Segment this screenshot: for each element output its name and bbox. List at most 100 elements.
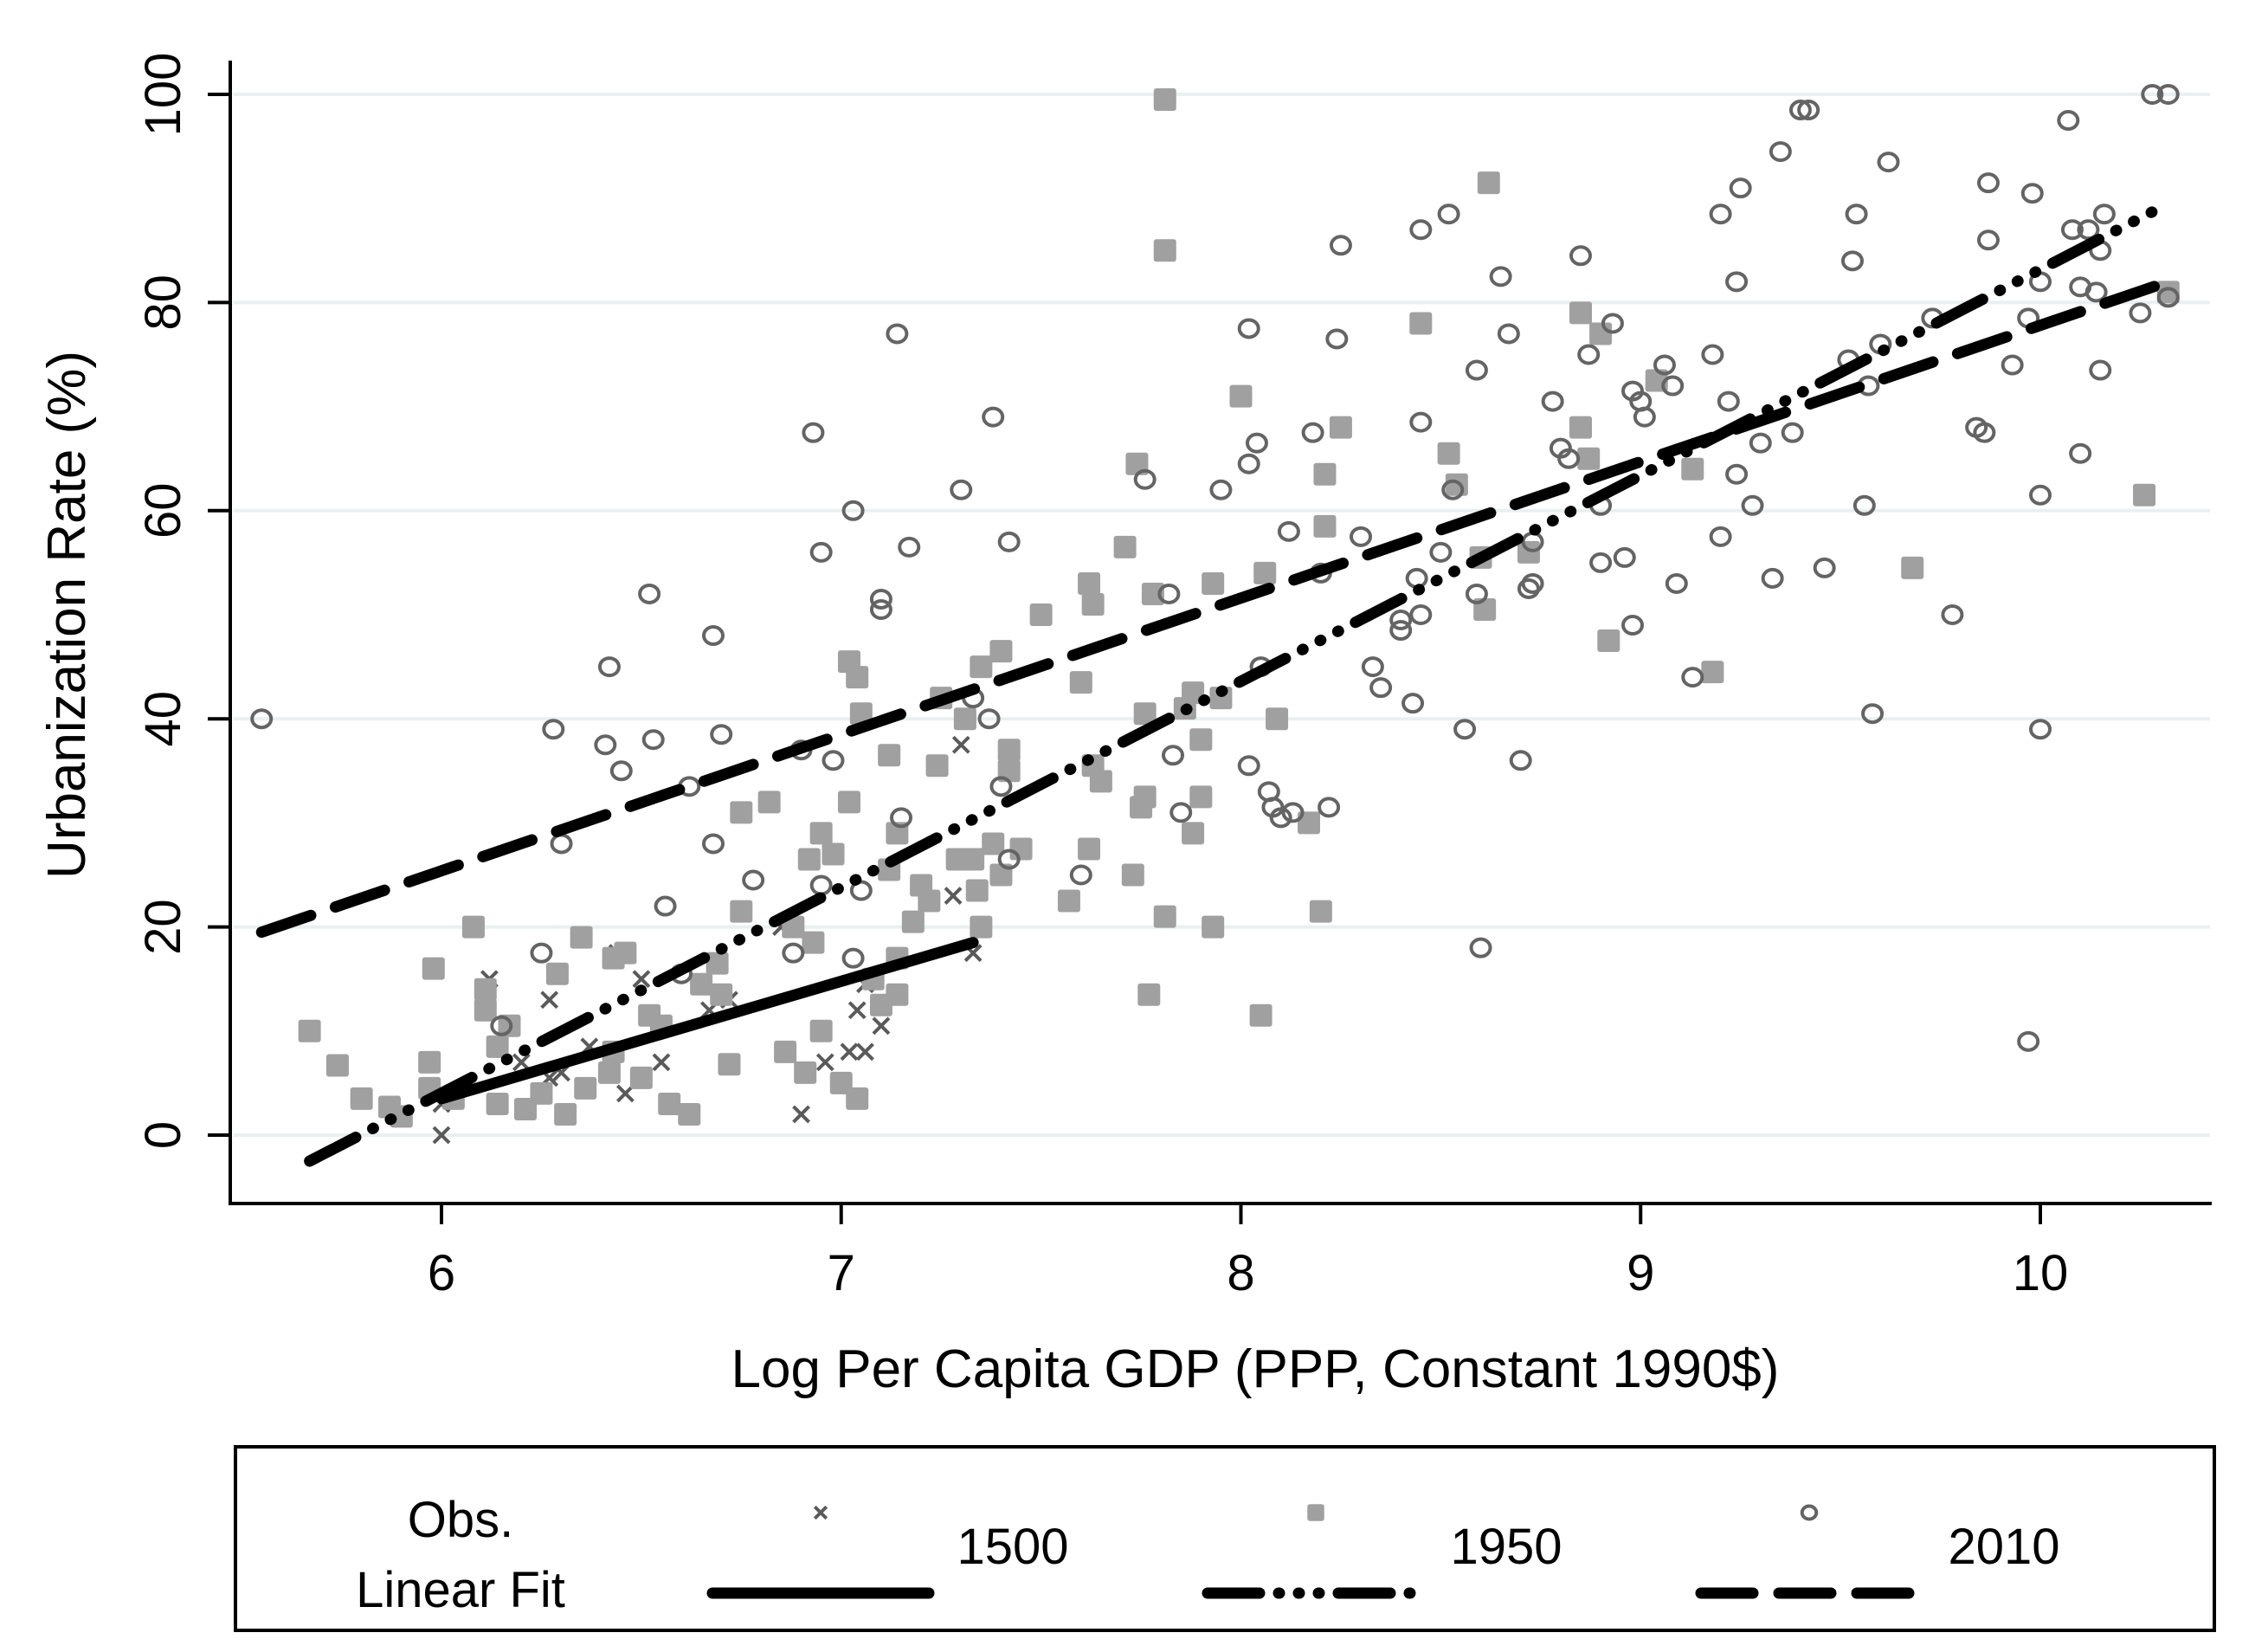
y-tick-label-100: 100: [135, 53, 191, 137]
point-2010-138: [2069, 442, 2092, 464]
x-tick-label-8: 8: [1227, 1245, 1254, 1301]
point-2010-16: [742, 869, 765, 891]
point-2010-123: [1941, 604, 1964, 625]
point-2010-104: [1725, 271, 1749, 293]
point-1950-112: [1437, 442, 1460, 465]
point-2010-86: [1577, 344, 1601, 365]
point-2010-71: [1441, 479, 1465, 500]
point-1500-8-stroke-b: [652, 1053, 671, 1072]
point-1950-87: [1133, 702, 1157, 726]
point-1950-5: [418, 1050, 441, 1074]
point-1950-24: [614, 941, 637, 965]
legend-box: [234, 1445, 2216, 1632]
point-2010-6: [597, 656, 621, 678]
point-1950-46: [837, 791, 860, 814]
point-1950-124: [1681, 457, 1704, 481]
point-1950-9: [461, 915, 485, 939]
point-1950-61: [925, 754, 949, 778]
point-2010-141: [2089, 359, 2112, 381]
point-1950-70: [989, 640, 1013, 663]
point-2010-72: [1453, 719, 1477, 740]
point-1950-54: [878, 744, 901, 767]
point-1500-21: [951, 735, 970, 754]
point-2010-102: [1717, 390, 1740, 412]
point-1950-109: [1313, 514, 1337, 538]
y-tick-label-60: 60: [135, 483, 191, 539]
point-2010-69: [1429, 541, 1453, 563]
point-1950-117: [1517, 540, 1540, 564]
point-1950-127: [2133, 483, 2156, 507]
point-2010-64: [1401, 693, 1425, 714]
point-2010-57: [1325, 328, 1349, 350]
point-1950-69: [982, 832, 1005, 855]
point-2010-26: [869, 588, 892, 610]
point-2010-19: [802, 422, 825, 443]
point-2010-140: [2084, 281, 2108, 303]
point-2010-40: [1157, 583, 1181, 604]
point-2010-0: [250, 708, 274, 730]
point-2010-67: [1409, 219, 1433, 241]
point-1950-30: [690, 972, 713, 996]
point-1950-64: [953, 707, 976, 731]
point-1950-108: [1313, 462, 1337, 486]
point-1950-77: [1069, 671, 1092, 694]
point-1500-18: [872, 1016, 891, 1036]
point-2010-103: [1725, 463, 1749, 485]
legend-marker-1500: [813, 1505, 828, 1520]
point-2010-146: [2156, 84, 2180, 105]
point-2010-47: [1245, 432, 1268, 454]
point-2010-106: [1741, 494, 1764, 516]
point-2010-98: [1681, 667, 1704, 688]
point-1950-32: [710, 983, 733, 1006]
point-1950-65: [962, 848, 985, 871]
point-1950-98: [1189, 728, 1213, 752]
legend-label-2010: 2010: [1948, 1519, 2059, 1575]
point-2010-2: [530, 942, 553, 964]
point-2010-133: [2029, 484, 2052, 506]
point-1950-57: [886, 983, 909, 1006]
point-2010-35: [989, 776, 1013, 797]
point-2010-17: [782, 942, 805, 964]
point-1950-0: [298, 1019, 321, 1042]
point-2010-75: [1469, 937, 1492, 958]
point-2010-42: [1169, 802, 1193, 823]
point-2010-116: [1845, 203, 1868, 225]
point-1950-1: [325, 1054, 349, 1077]
point-1950-90: [1141, 582, 1164, 605]
point-2010-143: [2092, 203, 2116, 225]
point-1950-88: [1133, 785, 1157, 809]
point-1500-7-stroke-b: [615, 1084, 635, 1103]
point-2010-128: [2001, 354, 2024, 376]
point-1950-68: [970, 915, 993, 939]
point-1950-96: [1182, 822, 1205, 845]
point-1500-14-stroke-b: [815, 1053, 834, 1072]
point-1950-20: [574, 1076, 597, 1100]
legend-label-1500: 1500: [957, 1519, 1068, 1575]
point-2010-41: [1162, 745, 1185, 766]
point-2010-121: [1877, 152, 1900, 173]
point-2010-134: [2029, 719, 2052, 740]
point-1950-38: [782, 915, 805, 939]
point-1950-75: [1029, 603, 1053, 626]
point-1500-21-stroke-b: [951, 735, 970, 754]
point-1950-11: [474, 978, 497, 1001]
point-2010-59: [1350, 526, 1373, 547]
legend-marker-2010: [1800, 1504, 1819, 1521]
point-1950-83: [1113, 535, 1137, 558]
point-1950-10: [474, 998, 497, 1022]
x-tick-label-9: 9: [1627, 1245, 1654, 1301]
point-2010-80: [1521, 572, 1544, 594]
point-1500-18-stroke-b: [872, 1016, 891, 1036]
point-2010-77: [1497, 323, 1520, 345]
point-2010-36: [997, 531, 1021, 552]
point-1500-8: [652, 1053, 671, 1072]
point-1500-3: [540, 991, 559, 1010]
point-1950-120: [1577, 447, 1601, 470]
point-2010-90: [1613, 546, 1636, 568]
y-tick-label-40: 40: [135, 691, 191, 747]
point-1500-13: [792, 1105, 810, 1124]
point-1950-80: [1081, 592, 1105, 616]
point-1950-125: [1701, 661, 1724, 684]
point-1950-102: [1229, 384, 1253, 408]
point-1500-23-stroke-b: [632, 970, 651, 989]
